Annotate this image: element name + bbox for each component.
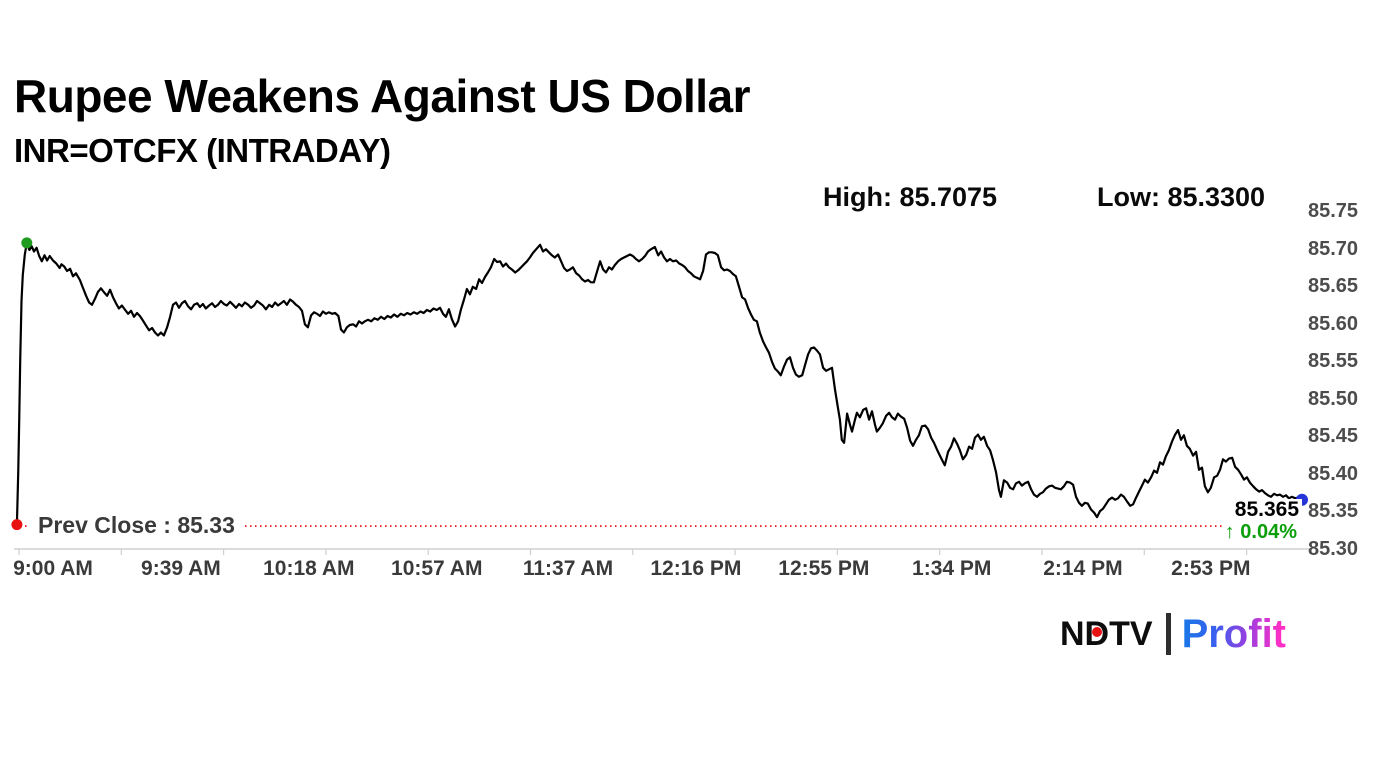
x-axis-label: 11:37 AM xyxy=(522,557,614,580)
low-stat: Low: 85.3300 xyxy=(1097,182,1266,212)
prev-close-label: Prev Close : 85.33 xyxy=(30,511,243,539)
x-axis-label: 2:14 PM xyxy=(1043,557,1123,580)
high-stat: High: 85.7075 xyxy=(823,182,998,212)
y-axis-label: 85.30 xyxy=(1308,537,1359,560)
open-dot xyxy=(11,519,23,531)
y-axis-label: 85.75 xyxy=(1308,200,1359,222)
y-axis-label: 85.40 xyxy=(1308,462,1359,485)
x-axis-label: 9:00 AM xyxy=(13,557,93,580)
y-axis-label: 85.50 xyxy=(1308,387,1359,410)
x-axis-label: 12:55 PM xyxy=(778,557,870,580)
change-label: ↑ 0.04% xyxy=(1221,521,1300,543)
y-axis-label: 85.55 xyxy=(1308,350,1359,373)
x-axis-label: 1:34 PM xyxy=(912,557,992,580)
ndtv-wordmark: NDTV xyxy=(1060,615,1153,653)
x-axis-label: 10:57 AM xyxy=(391,557,483,580)
ndtv-profit-logo: NDTV Profit xyxy=(1060,608,1286,660)
x-axis-label: 2:53 PM xyxy=(1171,557,1251,580)
up-arrow-icon: ↑ xyxy=(1224,521,1235,543)
y-axis-label: 85.60 xyxy=(1308,312,1359,335)
instrument-subtitle: INR=OTCFX (INTRADAY) xyxy=(14,132,391,169)
high-dot xyxy=(21,237,33,249)
logo-separator xyxy=(1165,613,1171,655)
price-line xyxy=(15,241,1304,526)
profit-wordmark: Profit xyxy=(1181,612,1286,656)
ndtv-red-dot-icon xyxy=(1092,627,1102,637)
y-axis-label: 85.35 xyxy=(1308,500,1359,523)
page-title: Rupee Weakens Against US Dollar xyxy=(14,70,751,122)
change-percent: 0.04% xyxy=(1240,521,1297,543)
y-axis-label: 85.70 xyxy=(1308,237,1359,260)
y-axis-label: 85.65 xyxy=(1308,275,1359,298)
x-axis-label: 12:16 PM xyxy=(650,557,742,580)
x-axis-label: 9:39 AM xyxy=(141,557,221,580)
y-axis-label: 85.45 xyxy=(1308,425,1359,448)
last-price-label: 85.365 xyxy=(1231,499,1302,521)
x-axis-label: 10:18 AM xyxy=(263,557,355,580)
